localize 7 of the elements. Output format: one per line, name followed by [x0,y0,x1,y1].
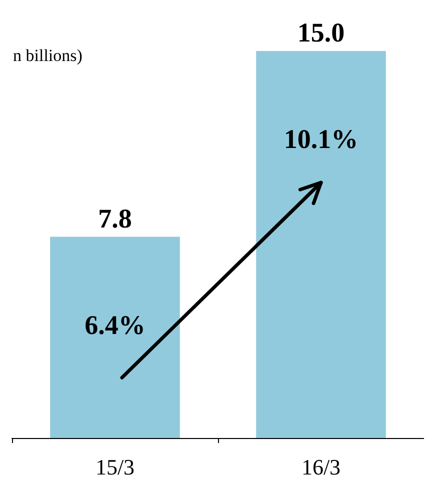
x-tick-label: 15/3 [95,454,135,480]
x-tick-label: 16/3 [301,454,341,480]
chart-subtitle: n billions) [13,46,82,65]
data-label: 7.8 [98,203,132,234]
annotation: 6.4% [84,310,146,340]
data-label: 15.0 [297,18,345,48]
annotation: 10.1% [284,124,358,154]
